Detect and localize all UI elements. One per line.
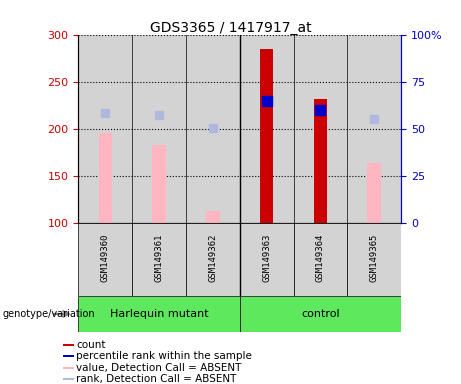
- Bar: [240, 223, 294, 296]
- Text: GSM149361: GSM149361: [154, 233, 164, 282]
- Text: value, Detection Call = ABSENT: value, Detection Call = ABSENT: [76, 362, 242, 373]
- Bar: [206, 212, 219, 223]
- Point: [263, 98, 270, 104]
- Bar: [64, 378, 74, 380]
- Point: [101, 109, 109, 116]
- Bar: [78, 296, 240, 332]
- Bar: [132, 223, 186, 296]
- Text: percentile rank within the sample: percentile rank within the sample: [76, 351, 252, 361]
- Bar: [78, 223, 132, 296]
- Text: GSM149363: GSM149363: [262, 233, 271, 282]
- Point: [317, 107, 324, 113]
- Bar: [347, 223, 401, 296]
- Bar: [99, 133, 112, 223]
- Point: [155, 111, 163, 118]
- Text: Harlequin mutant: Harlequin mutant: [110, 309, 208, 319]
- Bar: [152, 145, 166, 223]
- Text: GDS3365 / 1417917_at: GDS3365 / 1417917_at: [150, 21, 311, 35]
- Text: rank, Detection Call = ABSENT: rank, Detection Call = ABSENT: [76, 374, 236, 384]
- Text: genotype/variation: genotype/variation: [2, 309, 95, 319]
- Point: [371, 116, 378, 122]
- Bar: [294, 35, 347, 223]
- Text: GSM149365: GSM149365: [370, 233, 378, 282]
- Text: GSM149362: GSM149362: [208, 233, 217, 282]
- Text: control: control: [301, 309, 340, 319]
- Bar: [186, 35, 240, 223]
- Bar: [347, 35, 401, 223]
- Point: [209, 125, 217, 131]
- Bar: [294, 223, 347, 296]
- Bar: [132, 35, 186, 223]
- Bar: [313, 99, 327, 223]
- Bar: [64, 344, 74, 346]
- Bar: [64, 355, 74, 357]
- Text: count: count: [76, 339, 106, 350]
- Bar: [64, 367, 74, 369]
- Bar: [240, 35, 294, 223]
- Bar: [260, 49, 273, 223]
- Bar: [240, 296, 401, 332]
- Bar: [78, 35, 132, 223]
- Text: GSM149364: GSM149364: [316, 233, 325, 282]
- Bar: [186, 223, 240, 296]
- Text: GSM149360: GSM149360: [101, 233, 110, 282]
- Bar: [367, 164, 381, 223]
